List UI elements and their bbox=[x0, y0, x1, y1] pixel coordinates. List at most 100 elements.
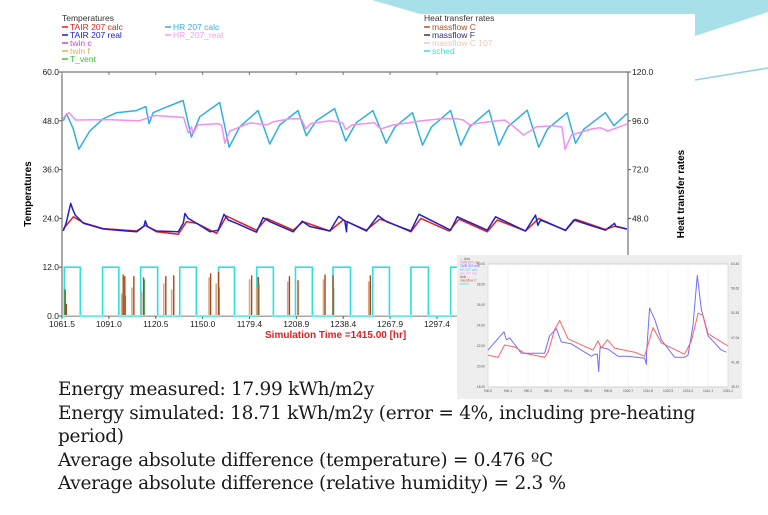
bar-t-vent bbox=[144, 279, 146, 316]
series-line-1 bbox=[62, 111, 628, 151]
bar-massflow-c bbox=[324, 274, 326, 316]
bar-massflow-c bbox=[124, 276, 126, 316]
bar-massflow-c bbox=[257, 276, 259, 316]
x-tick-label: 1150.0 bbox=[190, 319, 216, 329]
inset-y2-tick-label: 58.62 bbox=[731, 287, 739, 291]
inset-x-tick-label: 970.4 bbox=[564, 389, 572, 393]
inset-x-tick-label: 1031.0 bbox=[683, 389, 693, 393]
x-tick-label: 1208.9 bbox=[283, 319, 309, 329]
inset-x-tick-label: 940.1 bbox=[504, 389, 512, 393]
y-tick-label: 24.0 bbox=[42, 213, 59, 223]
y-tick-label: 12.0 bbox=[42, 262, 59, 272]
bar-massflow-c-107 bbox=[131, 287, 133, 316]
energy-measured-text: Energy measured: 17.99 kWh/m2y bbox=[58, 379, 375, 400]
bar-massflow-c-107 bbox=[170, 289, 173, 316]
inset-y2-tick-label: 52.83 bbox=[731, 311, 739, 315]
bar-massflow-c-107 bbox=[255, 287, 258, 316]
y-tick-label: 60.0 bbox=[42, 67, 59, 77]
legend-item: twin c bbox=[70, 38, 92, 48]
bar-massflow-c-107 bbox=[322, 279, 325, 316]
y2-axis-title: Heat transfer rates bbox=[676, 149, 687, 238]
x-tick-label: 1091.0 bbox=[96, 319, 122, 329]
inset-y-tick-label: 26.00 bbox=[477, 303, 485, 307]
legend-item: HR 207 calc bbox=[173, 22, 220, 32]
inset-x-tick-label: 990.6 bbox=[604, 389, 612, 393]
series-line-0 bbox=[62, 99, 628, 151]
inset-x-tick-label: 1051.2 bbox=[723, 389, 733, 393]
inset-legend-item: TAIR 207 real bbox=[460, 264, 480, 268]
bar-massflow-c-107 bbox=[286, 281, 289, 316]
inset-x-tick-label: 930.0 bbox=[484, 389, 492, 393]
inset-series-line-0 bbox=[487, 274, 727, 373]
inset-y-tick-label: 30.00 bbox=[477, 262, 485, 266]
bar-massflow-c bbox=[209, 273, 212, 316]
inset-legend-item: TAIR 207 calc bbox=[460, 261, 480, 265]
humidity-difference-text: Average absolute difference (relative hu… bbox=[58, 473, 566, 494]
series-line-3 bbox=[62, 202, 628, 233]
inset-y-tick-label: 28.00 bbox=[477, 283, 485, 287]
legend-item: twin f bbox=[70, 46, 90, 56]
slide-text: Energy measured: 17.99 kWh/m2y Energy si… bbox=[58, 378, 758, 496]
bar-massflow-c-107 bbox=[162, 283, 165, 316]
bar-massflow-c bbox=[65, 303, 67, 316]
bar-massflow-c-107 bbox=[208, 277, 210, 316]
inset-legend-item: sched bbox=[460, 282, 469, 286]
y2-tick-label: 72.0 bbox=[632, 165, 649, 175]
bar-t-vent bbox=[125, 295, 127, 316]
legend-item: TAIR 207 calc bbox=[70, 22, 124, 32]
inset-legend-item: massflow C bbox=[460, 279, 477, 283]
bar-t-vent bbox=[258, 283, 260, 316]
y-tick-label: 48.0 bbox=[42, 116, 59, 126]
legend-item: TAIR 207 real bbox=[70, 30, 122, 40]
bar-t-vent bbox=[63, 289, 65, 316]
bar-massflow-c bbox=[122, 274, 124, 316]
bar-massflow-c-107 bbox=[140, 291, 143, 316]
bar-t-vent bbox=[218, 287, 220, 316]
inset-legend-item: HR 207 calc bbox=[460, 268, 478, 272]
simulation-time-status: Simulation Time =1415.00 [hr] bbox=[265, 330, 406, 341]
inset-x-tick-label: 1000.7 bbox=[623, 389, 633, 393]
legend-item: T_vent bbox=[70, 54, 97, 64]
bar-t-vent bbox=[333, 287, 335, 316]
legend-item: massflow C bbox=[432, 22, 476, 32]
bar-massflow-c bbox=[133, 276, 135, 316]
temperature-difference-text: Average absolute difference (temperature… bbox=[58, 449, 553, 471]
y-axis-title: Temperatures bbox=[23, 161, 34, 227]
inset-legend-item: ← Axis bbox=[460, 257, 470, 261]
inset-y-tick-label: 24.00 bbox=[477, 324, 485, 328]
inset-x-tick-label: 960.3 bbox=[544, 389, 552, 393]
energy-simulated-text: Energy simulated: 18.71 kWh/m2y (error =… bbox=[58, 402, 696, 424]
inset-x-tick-label: 980.5 bbox=[584, 389, 592, 393]
bar-massflow-c bbox=[369, 275, 372, 316]
inset-x-tick-label: 1010.8 bbox=[643, 389, 653, 393]
legend-item: massflow C 107 bbox=[432, 38, 493, 48]
bar-massflow-c-107 bbox=[215, 283, 217, 316]
inset-y-tick-label: 22.00 bbox=[477, 344, 485, 348]
bar-massflow-c bbox=[64, 289, 66, 316]
inset-x-tick-label: 1020.9 bbox=[663, 389, 673, 393]
bar-massflow-c-107 bbox=[120, 293, 123, 316]
legend-title: Heat transfer rates bbox=[424, 13, 494, 23]
bar-massflow-c bbox=[142, 277, 145, 316]
bar-massflow-c-107 bbox=[367, 281, 370, 316]
x-tick-label: 1297.4 bbox=[424, 319, 450, 329]
x-tick-label: 1267.9 bbox=[377, 319, 403, 329]
inset-y2-tick-label: 64.40 bbox=[731, 262, 739, 266]
y2-tick-label: 96.0 bbox=[632, 116, 649, 126]
x-tick-label: 1120.5 bbox=[143, 319, 169, 329]
bar-massflow-c bbox=[165, 276, 167, 316]
bar-massflow-c bbox=[297, 280, 299, 316]
x-tick-label: 1179.4 bbox=[237, 319, 263, 329]
y-tick-label: 36.0 bbox=[42, 165, 59, 175]
energy-simulated-text-cont: period) bbox=[58, 426, 124, 447]
inset-y2-tick-label: 35.47 bbox=[731, 385, 739, 389]
inset-legend-item: HR 207 real bbox=[460, 271, 477, 275]
x-tick-label: 1238.4 bbox=[330, 319, 356, 329]
y2-tick-label: 120.0 bbox=[632, 67, 654, 77]
bar-massflow-c bbox=[173, 275, 175, 316]
